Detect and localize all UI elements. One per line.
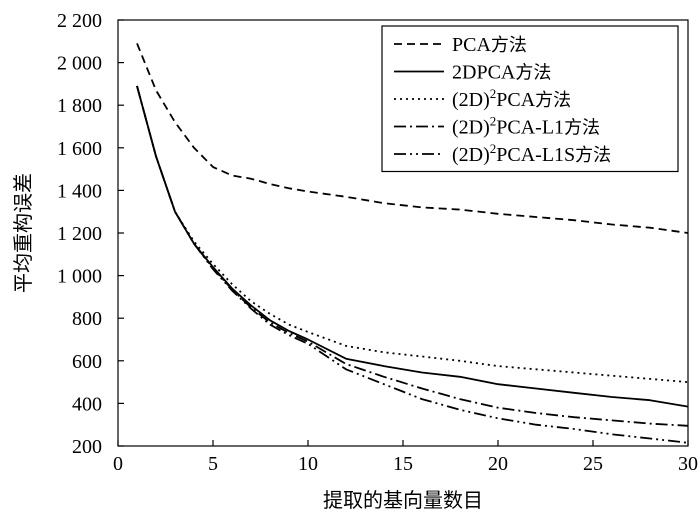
x-tick-label: 20 (488, 453, 508, 475)
x-axis: 0 5 10 15 20 25 30 (113, 440, 698, 475)
y-axis: 200 400 600 800 1 000 1 200 1 400 1 600 1 800 2 0… (57, 10, 124, 458)
series-line-1 (136, 43, 689, 234)
plot-lines (136, 43, 689, 444)
x-tick-label: 15 (393, 453, 413, 475)
legend-label-2: 2DPCA方法 (452, 62, 551, 84)
x-tick-label: 25 (583, 453, 603, 475)
x-axis-title: 提取的基向量数目 (323, 488, 483, 512)
y-tick-label: 600 (72, 351, 102, 373)
y-tick-label: 1 000 (57, 266, 102, 288)
y-tick-label: 1 400 (57, 180, 102, 202)
legend-label-4: (2D)2PCA-L1方法 (452, 114, 600, 139)
y-axis-title: 平均重构误差 (11, 173, 35, 293)
y-tick-label: 1 800 (57, 95, 102, 117)
y-tick-label: 800 (72, 308, 102, 330)
y-tick-label: 1 200 (57, 223, 102, 245)
y-tick-label: 2 200 (57, 10, 102, 32)
legend-label-3: (2D)2PCA方法 (452, 86, 571, 111)
legend: PCA方法 2DPCA方法(2D)2PCA方法 (2D)2PCA-L1方法(2D)2… (381, 25, 679, 173)
x-tick-label: 5 (208, 453, 218, 475)
y-tick-label: 200 (72, 436, 102, 458)
legend-label-5: (2D)2PCA-L1S方法 (452, 141, 611, 166)
x-tick-label: 30 (678, 453, 698, 475)
x-tick-label: 10 (298, 453, 318, 475)
x-tick-label: 0 (113, 453, 123, 475)
y-tick-label: 400 (72, 393, 102, 415)
legend-label-1: PCA方法 (452, 34, 527, 56)
y-tick-label: 2 000 (57, 53, 102, 75)
series-line-5 (136, 85, 689, 444)
y-tick-label: 1 600 (57, 138, 102, 160)
